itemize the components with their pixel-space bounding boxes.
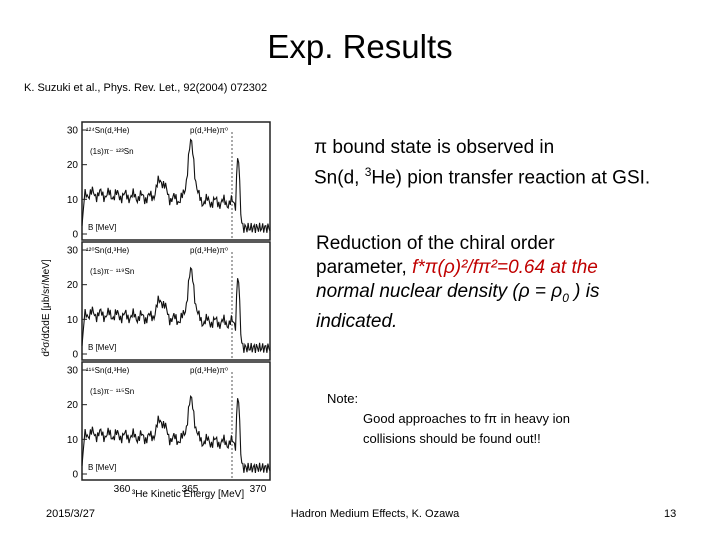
y-tick-label: 20 — [67, 160, 79, 171]
p2-line1: Reduction of the chiral order — [316, 233, 555, 254]
y-tick-label: 0 — [72, 470, 78, 481]
spectrum-panel — [81, 121, 271, 241]
y-tick-label: 20 — [67, 400, 79, 411]
x-tick-label: 365 — [182, 484, 199, 495]
p1-line1: bound state is observed in — [327, 137, 555, 158]
panel-binding-label: B [MeV] — [88, 463, 116, 472]
spectrum-curve — [81, 395, 271, 473]
p2-line3-pre: normal — [316, 281, 375, 302]
p2-line2-pre: parameter, — [316, 257, 413, 278]
panel-reaction-label: ¹²⁴Sn(d,³He) — [86, 126, 130, 135]
x-axis-label: ³He Kinetic Energy [MeV] — [132, 489, 244, 500]
reference-citation: K. Suzuki et al., Phys. Rev. Let., 92(20… — [24, 82, 268, 94]
y-tick-label: 30 — [67, 366, 79, 377]
spectrum-panel — [81, 361, 271, 481]
footer-title: Hadron Medium Effects, K. Ozawa — [290, 508, 460, 520]
y-tick-label: 10 — [67, 195, 79, 206]
footer-date: 2015/3/27 — [46, 508, 95, 520]
y-tick-label: 0 — [72, 230, 78, 241]
p2-line3-post: nuclear density (ρ = ρ — [374, 281, 563, 302]
spectrum-panel — [81, 241, 271, 361]
p2-line4: indicated. — [316, 310, 398, 332]
panel-right-label: p(d,³He)π⁰ — [190, 246, 228, 255]
p2-sub0: 0 — [562, 290, 569, 305]
note-block: Note: Good approaches to fπ in heavy ion… — [327, 389, 570, 449]
p2-formula: f*π(ρ)²/fπ²=0.64 at the — [412, 257, 598, 278]
panel-binding-label: B [MeV] — [88, 343, 116, 352]
p2-line3-end: ) is — [568, 281, 600, 302]
p1-line2-pre: Sn(d, — [314, 167, 365, 189]
y-axis-label: d²σ/dΩdE [μb/sr/MeV] — [41, 259, 52, 356]
y-tick-label: 10 — [67, 435, 79, 446]
y-tick-label: 0 — [72, 350, 78, 361]
y-tick-label: 20 — [67, 280, 79, 291]
panel-binding-label: B [MeV] — [88, 223, 116, 232]
panel-reaction-label: ¹²⁰Sn(d,³He) — [86, 246, 130, 255]
note-line1: Good approaches to fπ in heavy ion — [363, 411, 570, 426]
y-tick-label: 30 — [67, 246, 79, 257]
panel-reaction-label: ¹¹⁶Sn(d,³He) — [86, 366, 130, 375]
x-tick-label: 360 — [114, 484, 131, 495]
p1-line2-post: He) pion transfer reaction at GSI. — [371, 167, 651, 189]
note-line2: collisions should be found out!! — [363, 431, 541, 446]
x-tick-label: 370 — [250, 484, 267, 495]
pi-symbol: π — [314, 137, 328, 158]
slide-title: Exp. Results — [267, 28, 453, 65]
y-tick-label: 10 — [67, 315, 79, 326]
spectrum-curve — [81, 266, 271, 353]
panel-state-label: (1s)π⁻ ¹¹⁵Sn — [90, 387, 134, 396]
page-number: 13 — [664, 508, 677, 520]
y-tick-label: 30 — [67, 126, 79, 137]
panel-state-label: (1s)π⁻ ¹²³Sn — [90, 147, 134, 156]
note-head: Note: — [327, 391, 359, 406]
panel-right-label: p(d,³He)π⁰ — [190, 366, 228, 375]
p1-sup3: 3 — [364, 165, 372, 179]
panel-right-label: p(d,³He)π⁰ — [190, 126, 228, 135]
panel-state-label: (1s)π⁻ ¹¹⁹Sn — [90, 267, 134, 276]
chiral-order-paragraph: Reduction of the chiral order parameter,… — [316, 232, 716, 334]
spectra-figure: d²σ/dΩdE [μb/sr/MeV] ³He Kinetic Energy … — [41, 121, 271, 500]
bound-state-paragraph: π bound state is observed in Sn(d, 3He) … — [314, 136, 714, 190]
spectrum-curve — [81, 138, 271, 233]
